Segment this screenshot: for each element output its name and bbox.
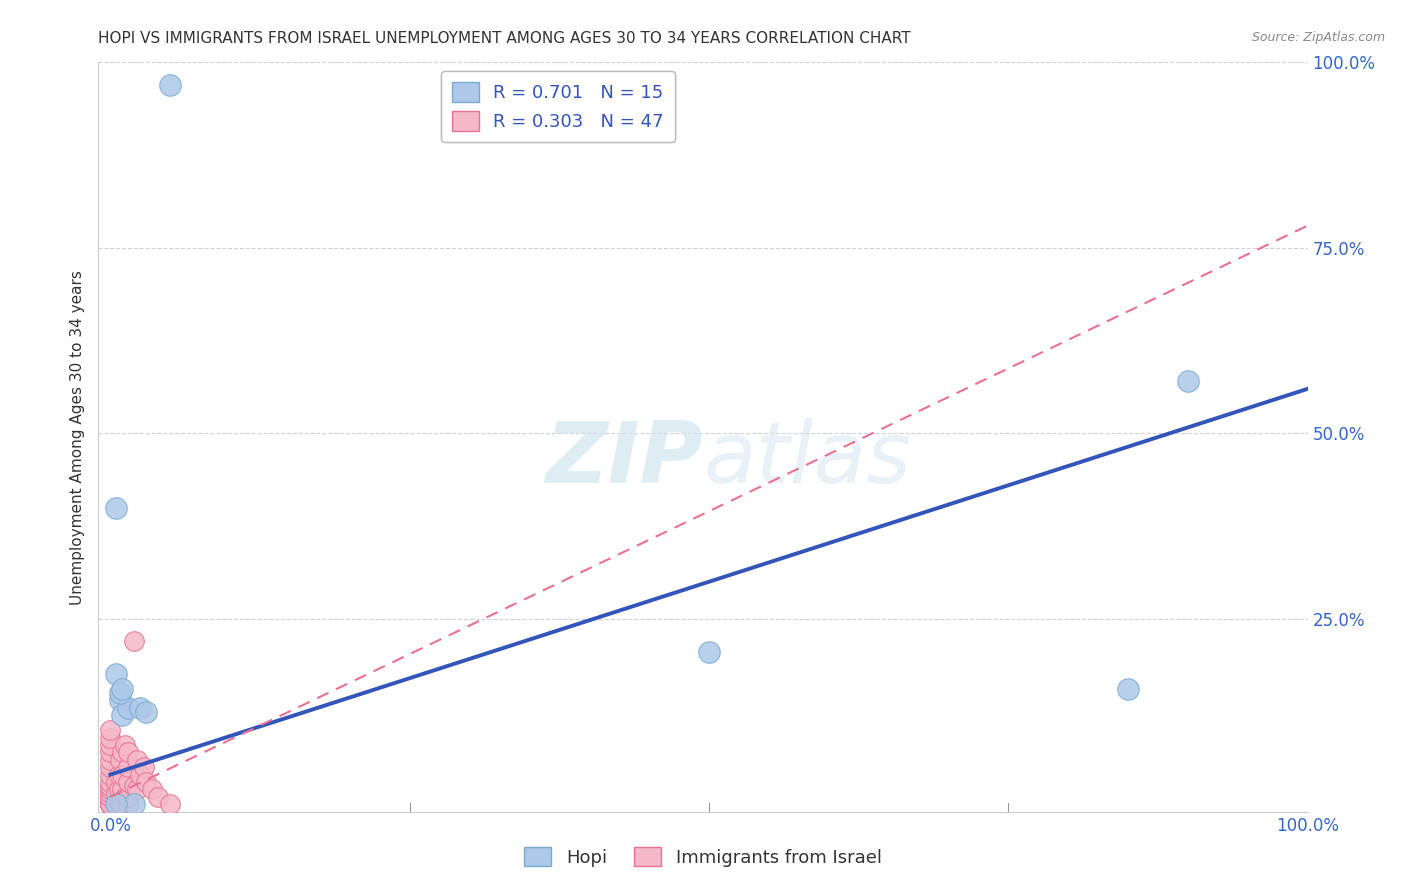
Point — [1116, 682, 1139, 697]
Point — [100, 779, 122, 793]
Legend: R = 0.701   N = 15, R = 0.303   N = 47: R = 0.701 N = 15, R = 0.303 N = 47 — [441, 71, 675, 142]
Point — [129, 701, 152, 715]
Point — [105, 786, 128, 800]
Text: HOPI VS IMMIGRANTS FROM ISRAEL UNEMPLOYMENT AMONG AGES 30 TO 34 YEARS CORRELATIO: HOPI VS IMMIGRANTS FROM ISRAEL UNEMPLOYM… — [98, 31, 911, 46]
Point — [100, 797, 122, 812]
Point — [117, 701, 139, 715]
Point — [108, 753, 131, 767]
Point — [141, 782, 163, 797]
Point — [125, 782, 148, 797]
Point — [148, 789, 170, 804]
Text: atlas: atlas — [703, 418, 911, 501]
Point — [100, 789, 122, 804]
Point — [159, 797, 181, 812]
Point — [105, 775, 128, 789]
Point — [107, 767, 129, 781]
Point — [117, 789, 139, 804]
Point — [111, 745, 134, 759]
Point — [111, 708, 134, 723]
Point — [159, 78, 181, 92]
Point — [1177, 375, 1199, 389]
Point — [105, 500, 128, 515]
Point — [135, 705, 157, 719]
Point — [100, 786, 122, 800]
Point — [100, 760, 122, 774]
Text: ZIP: ZIP — [546, 418, 703, 501]
Point — [129, 767, 152, 781]
Point — [100, 797, 122, 812]
Point — [117, 745, 139, 759]
Point — [111, 767, 134, 781]
Point — [117, 797, 139, 812]
Legend: Hopi, Immigrants from Israel: Hopi, Immigrants from Israel — [517, 840, 889, 874]
Point — [114, 789, 136, 804]
Point — [114, 738, 136, 752]
Point — [100, 767, 122, 781]
Point — [108, 797, 131, 812]
Point — [100, 797, 122, 812]
Y-axis label: Unemployment Among Ages 30 to 34 years: Unemployment Among Ages 30 to 34 years — [69, 269, 84, 605]
Text: Source: ZipAtlas.com: Source: ZipAtlas.com — [1251, 31, 1385, 45]
Point — [111, 797, 134, 812]
Point — [125, 753, 148, 767]
Point — [135, 775, 157, 789]
Point — [697, 645, 720, 659]
Point — [100, 775, 122, 789]
Point — [100, 753, 122, 767]
Point — [100, 738, 122, 752]
Point — [100, 797, 122, 812]
Point — [132, 760, 155, 774]
Point — [100, 731, 122, 745]
Point — [107, 782, 129, 797]
Point — [100, 782, 122, 797]
Point — [111, 682, 134, 697]
Point — [108, 693, 131, 707]
Point — [111, 782, 134, 797]
Point — [124, 634, 146, 648]
Point — [124, 779, 146, 793]
Point — [105, 797, 128, 812]
Point — [107, 797, 129, 812]
Point — [105, 797, 128, 812]
Point — [124, 797, 146, 812]
Point — [105, 667, 128, 681]
Point — [108, 686, 131, 700]
Point — [100, 797, 122, 812]
Point — [117, 775, 139, 789]
Point — [100, 797, 122, 812]
Point — [100, 723, 122, 738]
Point — [100, 745, 122, 759]
Point — [117, 760, 139, 774]
